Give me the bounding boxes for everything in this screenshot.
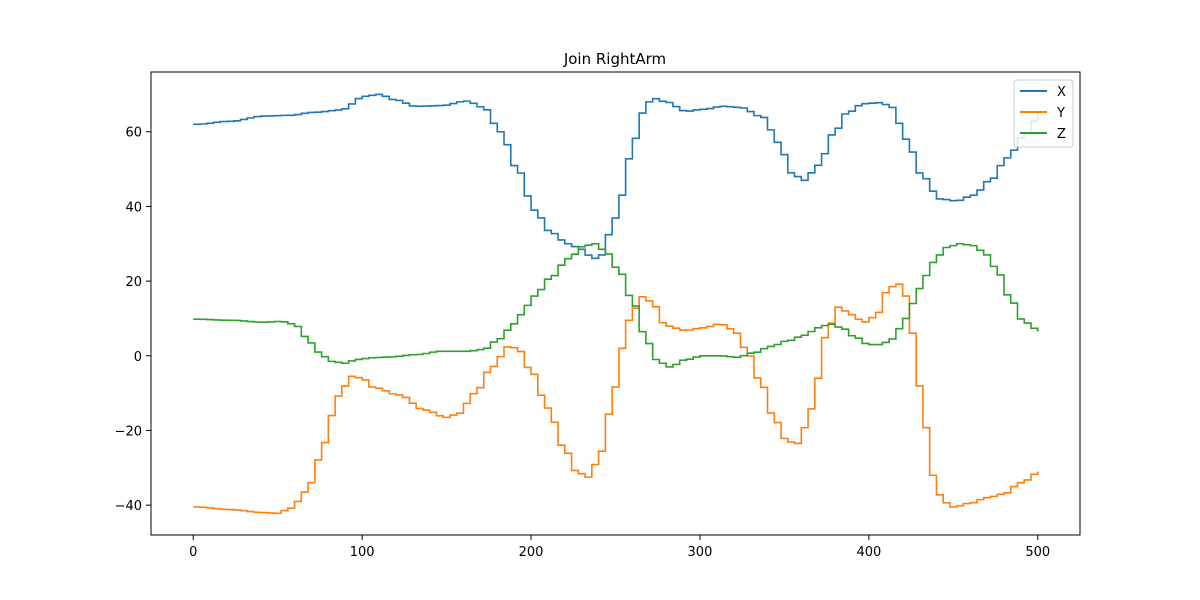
x-tick-label: 300 bbox=[688, 545, 713, 560]
legend-label-z: Z bbox=[1057, 127, 1066, 142]
x-tick-label: 0 bbox=[189, 545, 197, 560]
chart-title: Join RightArm bbox=[563, 50, 666, 68]
series-line-x bbox=[193, 93, 1039, 260]
y-axis: −40 −20 0 20 40 60 bbox=[115, 126, 151, 514]
series-layer bbox=[193, 93, 1039, 515]
y-tick-label: 20 bbox=[125, 275, 142, 290]
x-tick-label: 100 bbox=[350, 545, 375, 560]
y-tick-label: 60 bbox=[125, 126, 142, 141]
x-tick-label: 500 bbox=[1025, 545, 1050, 560]
legend-label-x: X bbox=[1057, 85, 1066, 100]
y-tick-label: 40 bbox=[125, 200, 142, 215]
x-tick-label: 200 bbox=[519, 545, 544, 560]
y-tick-label: −20 bbox=[115, 424, 142, 439]
series-line-z bbox=[193, 242, 1039, 368]
x-axis: 0 100 200 300 400 500 bbox=[189, 535, 1050, 560]
y-tick-label: 0 bbox=[134, 350, 142, 365]
legend-box bbox=[1013, 79, 1074, 148]
legend: XYZ bbox=[1013, 79, 1074, 148]
legend-label-y: Y bbox=[1056, 106, 1065, 121]
series-line-y bbox=[193, 283, 1039, 515]
x-tick-label: 400 bbox=[856, 545, 881, 560]
y-tick-label: −40 bbox=[115, 499, 142, 514]
plot-frame bbox=[150, 71, 1081, 536]
